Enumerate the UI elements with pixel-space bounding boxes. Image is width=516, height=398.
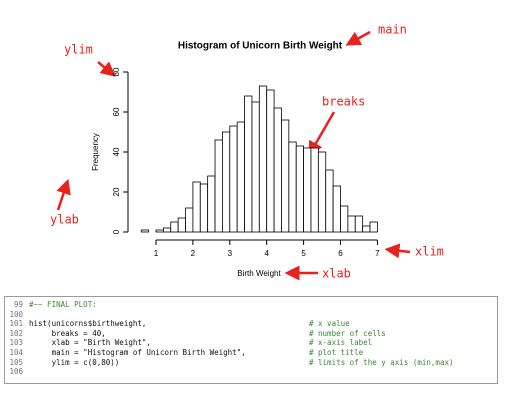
bar: [140, 229, 150, 233]
arrows: [56, 30, 411, 281]
bar: [295, 145, 305, 233]
x-axis-label: Birth Weight: [237, 269, 281, 278]
code-line: 102 breaks = 40, # number of cells: [5, 329, 497, 339]
x-tick-label: 5: [301, 249, 306, 258]
arrow: [345, 30, 371, 46]
bar: [236, 121, 245, 233]
bar: [258, 85, 268, 233]
annotation: main: [378, 23, 407, 37]
bar: [155, 229, 164, 233]
line-number: 99: [13, 300, 23, 309]
bar: [207, 175, 216, 233]
bar: [362, 225, 371, 233]
y-tick-label: 40: [112, 147, 121, 156]
code-line: 100: [5, 310, 497, 320]
bar: [244, 95, 253, 233]
arrow: [384, 243, 411, 259]
line-number: 100: [9, 309, 23, 319]
bar: [288, 141, 297, 233]
x-tick-label: 7: [375, 249, 380, 258]
arrow: [97, 61, 116, 77]
code-comment: # limits of the y axis (min,max): [309, 357, 454, 367]
bar: [325, 169, 334, 233]
bar: [354, 215, 364, 233]
bar: [214, 139, 223, 233]
bar: [273, 107, 282, 233]
chart: Histogram of Unicorn Birth Weight Birth …: [50, 23, 444, 281]
bar: [266, 89, 275, 233]
code-text: breaks = 40,: [29, 328, 106, 338]
code-text: xlab = "Birth Weight",: [29, 338, 151, 348]
code-comment: # x-axis label: [309, 338, 373, 348]
line-number: 101: [9, 319, 23, 329]
code-line: 103 xlab = "Birth Weight", # x-axis label: [5, 338, 497, 348]
bar: [303, 147, 312, 233]
code-line: 106: [5, 367, 497, 377]
bar: [199, 183, 209, 233]
code-comment: #~~ FINAL PLOT:: [29, 300, 97, 309]
annotation: xlab: [322, 267, 351, 281]
code-text: hist(unicorns$birthweight,: [29, 319, 147, 329]
bar: [229, 125, 238, 233]
code-line: 105 ylim = c(0,80)) # limits of the y axi…: [5, 358, 497, 368]
code-line: 99 #~~ FINAL PLOT:: [5, 300, 497, 310]
line-number: 105: [9, 357, 23, 367]
bar: [170, 221, 179, 233]
arrow: [56, 178, 71, 211]
code-comment: # number of cells: [309, 328, 386, 338]
code-text: main = "Histogram of Unicorn Birth Weigh…: [29, 347, 246, 357]
line-number: 103: [9, 338, 23, 348]
y-axis-label: Frequency: [91, 133, 100, 171]
code-text: ylim = c(0,80)): [29, 357, 120, 367]
line-number: 104: [9, 347, 23, 357]
x-tick-label: 3: [228, 249, 233, 258]
annotation: xlim: [415, 245, 444, 259]
bar: [177, 217, 186, 233]
bar: [222, 131, 231, 233]
code-line: 104 main = "Histogram of Unicorn Birth W…: [5, 348, 497, 358]
code-comment: # plot title: [309, 347, 364, 357]
bar: [185, 207, 194, 233]
bar: [192, 181, 201, 233]
bar: [162, 227, 172, 233]
bar: [281, 119, 290, 233]
code-comment: # x value: [309, 319, 350, 329]
y-tick-label: 80: [112, 67, 121, 76]
annotation: ylab: [50, 213, 79, 227]
x-tick-label: 2: [191, 249, 196, 258]
annotation: breaks: [322, 95, 365, 109]
x-tick-label: 4: [264, 249, 269, 258]
x-tick-label: 6: [338, 249, 343, 258]
y-tick-label: 0: [112, 229, 121, 234]
bar: [340, 205, 349, 233]
y-tick-label: 60: [112, 107, 121, 116]
code-panel: 99 #~~ FINAL PLOT: 100 101 hist(unicorns$bir…: [4, 296, 498, 384]
annotation: ylim: [64, 43, 93, 57]
code-line: 101 hist(unicorns$birthweight, # x value: [5, 319, 497, 329]
chart-title: Histogram of Unicorn Birth Weight: [178, 41, 343, 52]
y-tick-label: 20: [112, 187, 121, 196]
bar: [369, 221, 378, 233]
bar: [317, 151, 327, 233]
x-tick-label: 1: [154, 249, 159, 258]
bar: [310, 147, 319, 233]
bar: [332, 185, 341, 233]
arrow: [308, 111, 336, 157]
line-number: 102: [9, 328, 23, 338]
bar: [251, 101, 260, 233]
bar: [347, 215, 356, 233]
line-number: 106: [9, 367, 23, 377]
